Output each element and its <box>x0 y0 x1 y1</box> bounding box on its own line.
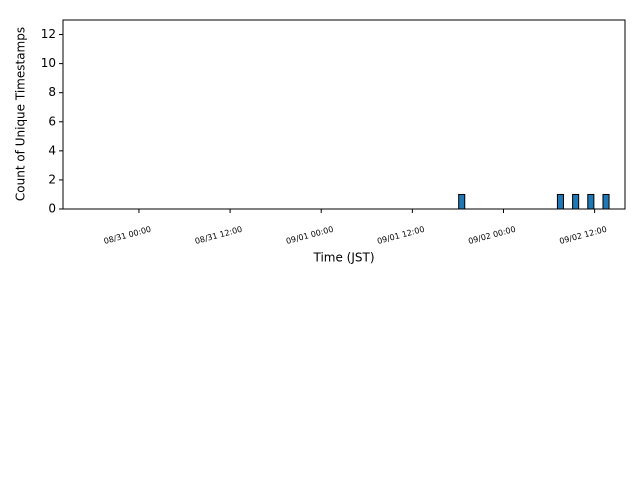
y-tick-label: 4 <box>48 143 56 157</box>
x-axis-label: Time (JST) <box>312 251 374 265</box>
y-tick-label: 12 <box>41 27 56 41</box>
y-tick-label: 6 <box>48 114 56 128</box>
bar <box>587 193 595 210</box>
bar <box>458 193 466 210</box>
bar <box>556 193 564 210</box>
y-tick-label: 0 <box>48 202 56 216</box>
y-tick-label: 8 <box>48 85 56 99</box>
y-tick-label: 2 <box>48 172 56 186</box>
y-tick-label: 10 <box>41 56 56 70</box>
plot-frame <box>62 19 626 210</box>
bar <box>602 193 610 210</box>
bar <box>572 193 580 210</box>
y-axis-label: Count of Unique Timestamps <box>14 27 28 201</box>
